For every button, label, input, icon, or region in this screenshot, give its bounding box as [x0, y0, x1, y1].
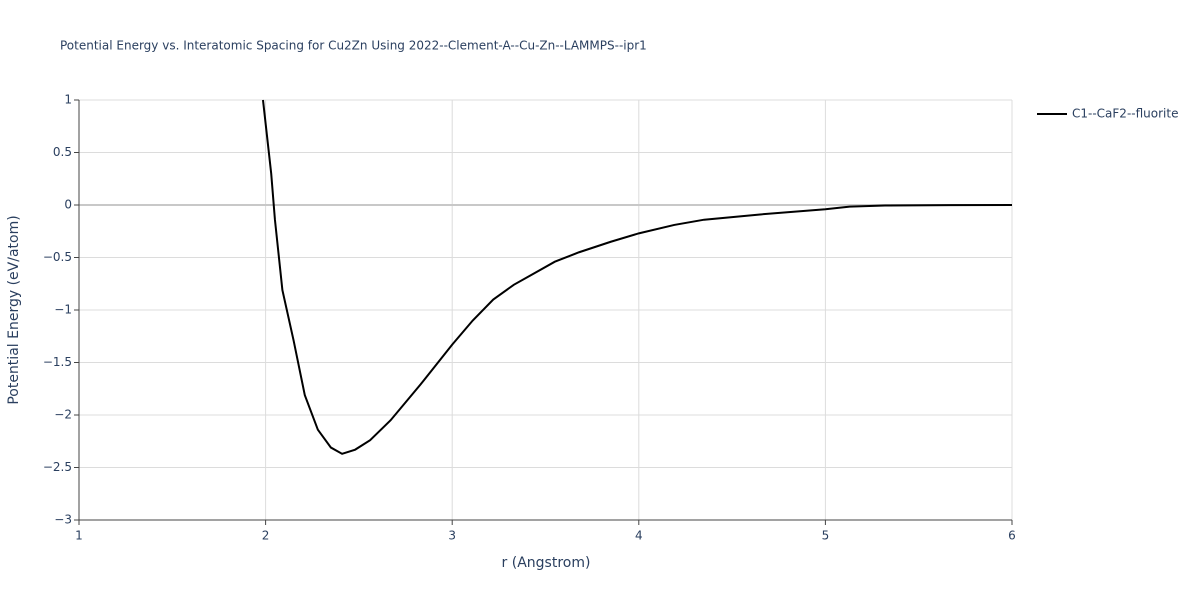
- x-tick-label: 1: [75, 529, 83, 543]
- y-tick-label: −0.5: [43, 250, 72, 264]
- y-tick-label: −1.5: [43, 355, 72, 369]
- y-tick-label: −1: [54, 303, 72, 317]
- x-axis-title: r (Angstrom): [502, 555, 591, 571]
- x-tick-label: 4: [635, 529, 643, 543]
- y-tick-label: −3: [54, 513, 72, 527]
- y-tick-label: −2.5: [43, 460, 72, 474]
- chart-title: Potential Energy vs. Interatomic Spacing…: [60, 39, 647, 53]
- line-series: [261, 99, 1013, 455]
- y-tick-label: 0.5: [53, 145, 72, 159]
- x-tick-label: 5: [822, 529, 830, 543]
- x-tick-label: 3: [448, 529, 456, 543]
- y-tick-label: −2: [54, 408, 72, 422]
- legend-label: C1--CaF2--fluorite: [1072, 107, 1178, 121]
- x-tick-label: 6: [1008, 529, 1016, 543]
- y-axis-title: Potential Energy (eV/atom): [6, 215, 22, 404]
- x-tick-label: 2: [262, 529, 270, 543]
- y-tick-label: 0: [64, 198, 72, 212]
- y-tick-label: 1: [64, 93, 72, 107]
